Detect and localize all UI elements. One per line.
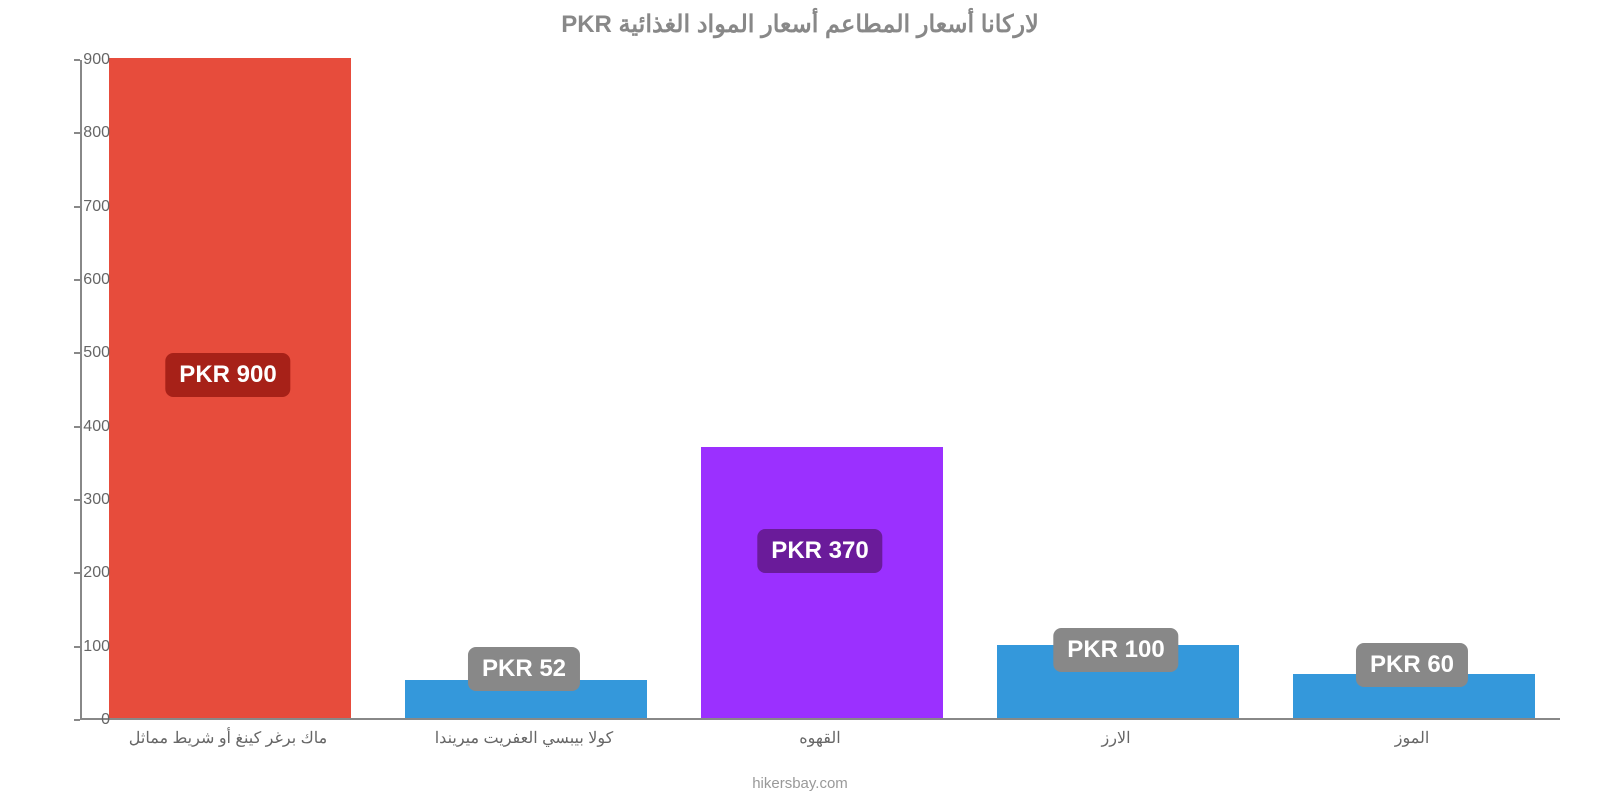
y-tick-label: 100 [83,638,110,656]
bar-slot [997,58,1240,718]
x-tick-label: كولا بيبسي العفريت ميريندا [435,728,614,748]
attribution-text: hikersbay.com [752,775,848,792]
y-tick-mark [74,352,80,354]
x-tick-label: الارز [1101,728,1130,748]
y-tick-label: 800 [83,124,110,142]
y-tick-mark [74,646,80,648]
chart-title: لاركانا أسعار المطاعم أسعار المواد الغذا… [561,10,1039,39]
bar-chart: لاركانا أسعار المطاعم أسعار المواد الغذا… [0,0,1600,800]
y-tick-mark [74,132,80,134]
y-tick-mark [74,206,80,208]
y-tick-label: 900 [83,51,110,69]
y-tick-mark [74,426,80,428]
y-tick-label: 500 [83,344,110,362]
x-tick-label: الموز [1395,728,1430,748]
y-tick-label: 700 [83,198,110,216]
bar-slot [1293,58,1536,718]
x-tick-label: القهوه [799,728,840,748]
bars-layer [82,60,1560,718]
y-tick-label: 0 [101,711,110,729]
y-tick-mark [74,59,80,61]
y-tick-label: 600 [83,271,110,289]
plot-area [80,60,1560,720]
bar [701,447,944,718]
y-tick-label: 200 [83,564,110,582]
value-badge: PKR 60 [1356,643,1468,687]
y-tick-mark [74,572,80,574]
value-badge: PKR 900 [165,353,290,397]
value-badge: PKR 370 [757,529,882,573]
y-tick-label: 300 [83,491,110,509]
bar-slot [405,58,648,718]
y-tick-mark [74,279,80,281]
y-tick-mark [74,719,80,721]
x-tick-label: ماك برغر كينغ أو شريط مماثل [129,728,327,748]
y-tick-mark [74,499,80,501]
bar-slot [701,58,944,718]
y-tick-label: 400 [83,418,110,436]
value-badge: PKR 100 [1053,628,1178,672]
value-badge: PKR 52 [468,647,580,691]
